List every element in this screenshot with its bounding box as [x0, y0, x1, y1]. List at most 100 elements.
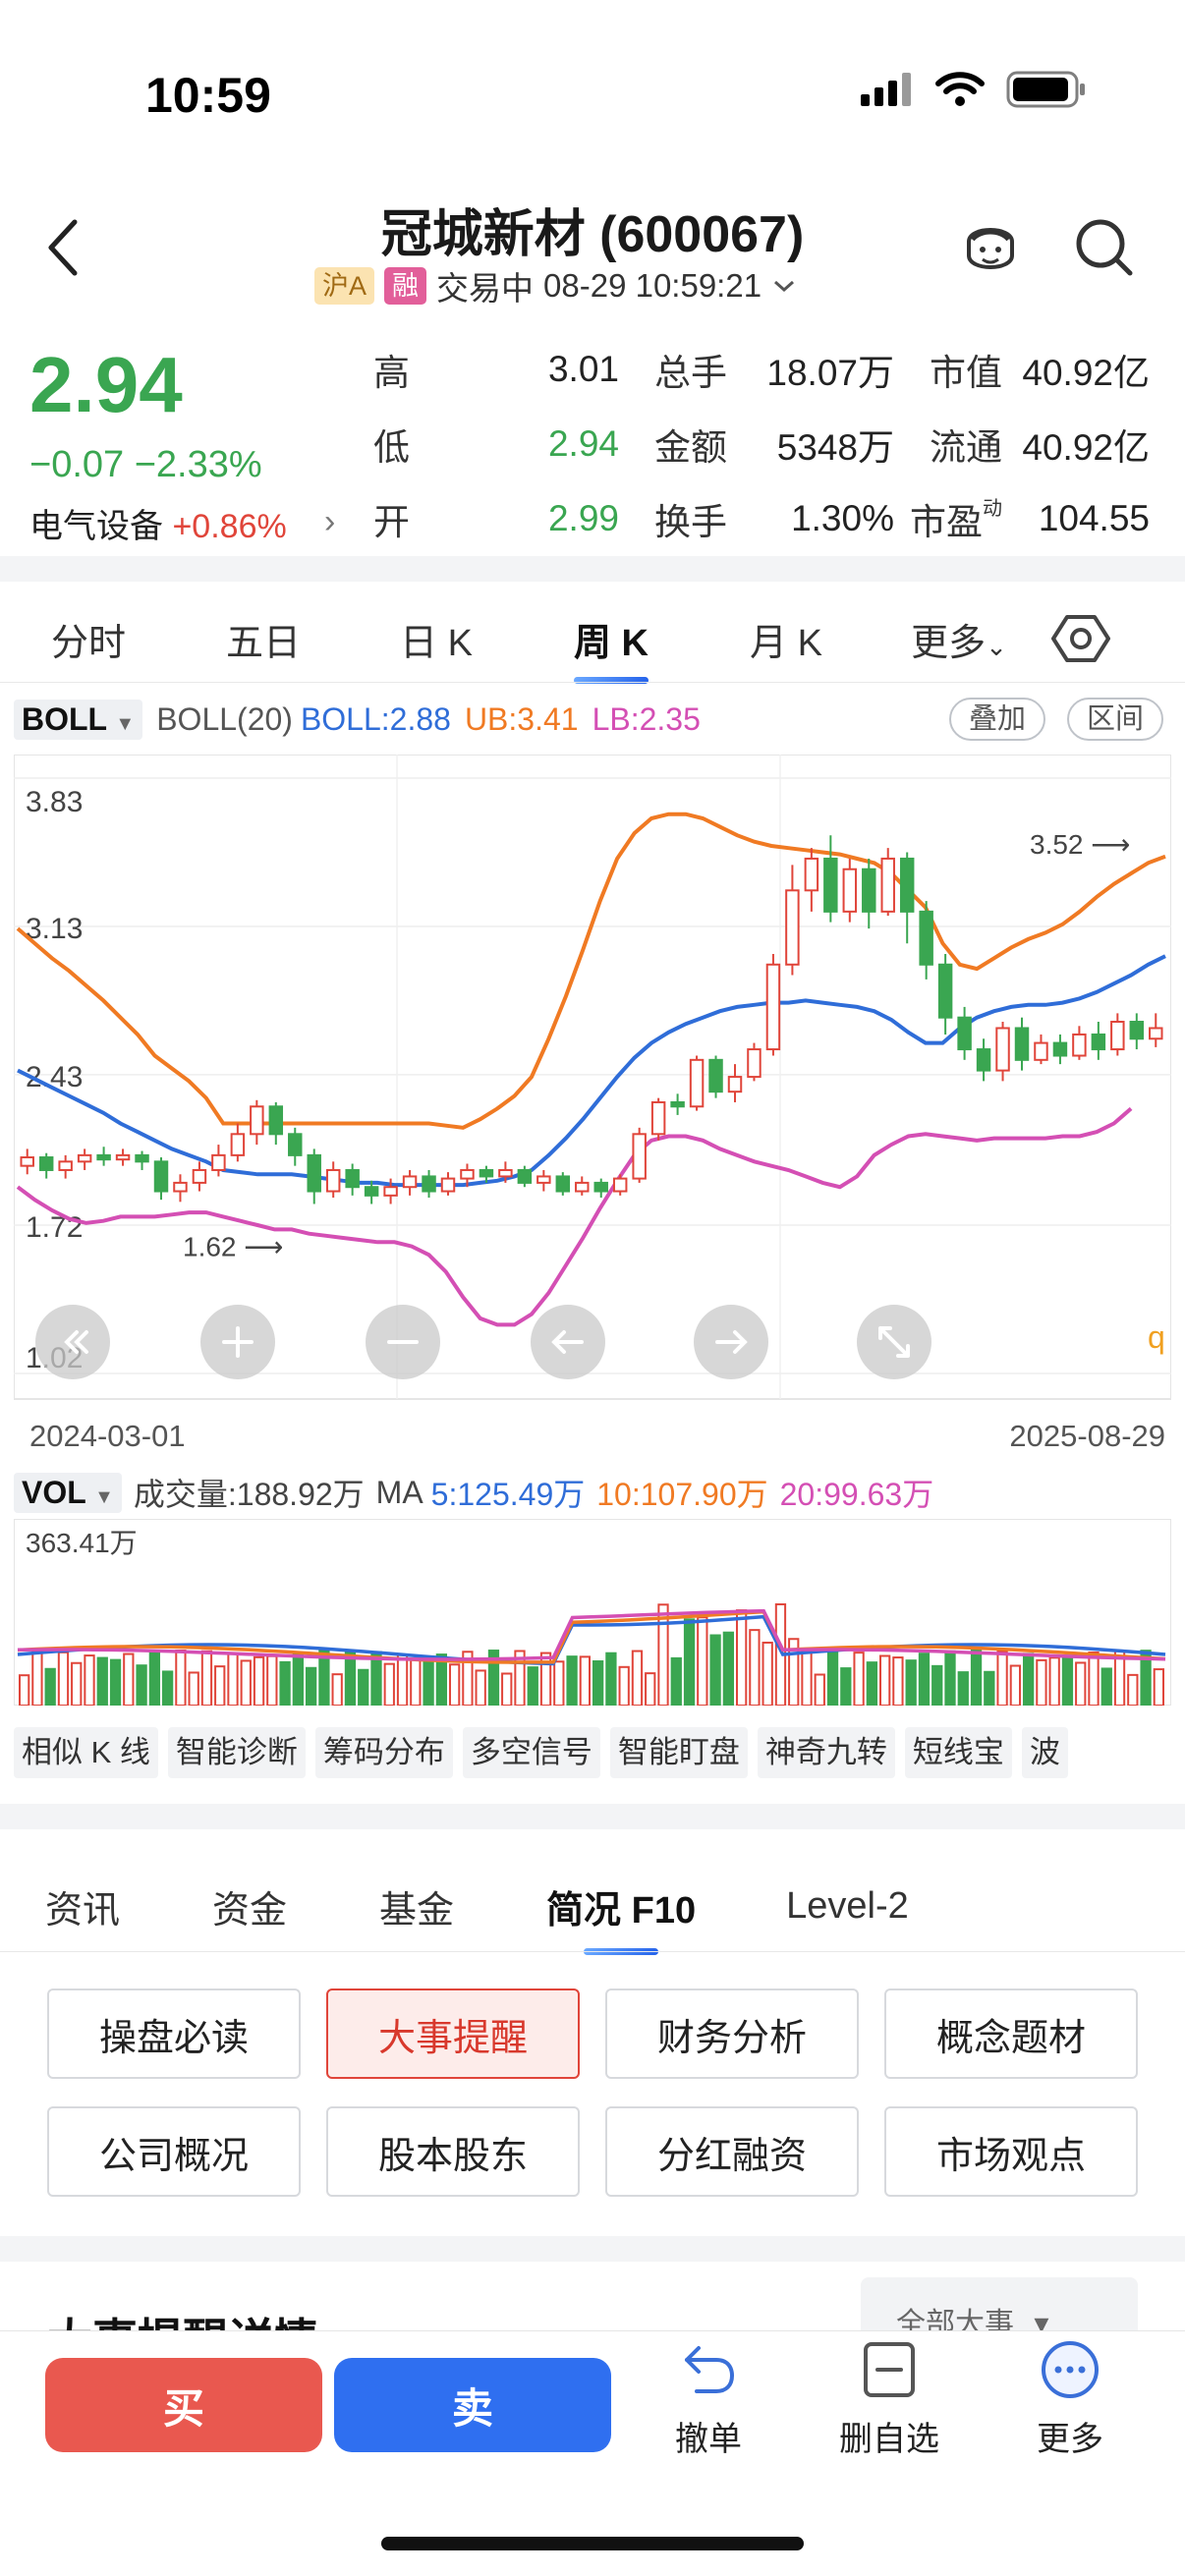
volume-bar [1088, 1651, 1100, 1706]
tool-smart-watch[interactable]: 智能盯盘 [609, 1727, 748, 1778]
tab-weekly-k[interactable]: 周 K [523, 612, 700, 666]
volume-ma5-line [17, 1614, 1166, 1666]
buy-button[interactable]: 买 [45, 2358, 322, 2452]
home-indicator[interactable] [381, 2537, 804, 2550]
volume-bar [605, 1652, 617, 1706]
rewind-icon[interactable] [35, 1305, 110, 1379]
volume-bar [1048, 1656, 1060, 1706]
tab-more[interactable]: 更多⌄ [911, 622, 1007, 664]
btn-financial-analysis[interactable]: 财务分析 [605, 1988, 859, 2079]
volume-bar [735, 1609, 748, 1706]
volume-bar [175, 1650, 187, 1706]
candle-body [880, 857, 895, 913]
high-annotation: 3.52 ⟶ [1030, 829, 1130, 860]
value-mktcap: 40.92亿 [1022, 353, 1150, 393]
cancel-order-action[interactable]: 撤单 [635, 2338, 782, 2460]
value-amount: 5348万 [776, 427, 894, 468]
tool-chip-distribution[interactable]: 筹码分布 [314, 1727, 453, 1778]
candle-body [995, 1027, 1010, 1072]
btn-must-read[interactable]: 操盘必读 [47, 1988, 301, 2079]
candle-body [670, 1100, 685, 1108]
sell-button[interactable]: 卖 [334, 2358, 611, 2452]
volume-bar [826, 1650, 839, 1706]
value-volume: 18.07万 [766, 353, 894, 393]
btn-dividends[interactable]: 分红融资 [605, 2106, 859, 2197]
tab-capital[interactable]: 资金 [212, 1889, 288, 1932]
page-title: 冠城新材 (600067) [380, 206, 805, 263]
candle-body [555, 1175, 571, 1193]
candle-body [192, 1168, 207, 1184]
volume-bar [957, 1671, 969, 1706]
candle-body [747, 1048, 762, 1079]
volume-bar [57, 1651, 70, 1706]
btn-major-events[interactable]: 大事提醒 [326, 1988, 580, 2079]
zoom-in-icon[interactable] [200, 1305, 275, 1379]
volume-bar [553, 1660, 565, 1706]
label-float: 流通 [930, 427, 1002, 468]
more-action[interactable]: 更多 [996, 2338, 1144, 2460]
quote-row-high: 高 3.01 总手 18.07万 市值 40.92亿 [373, 332, 1159, 407]
range-button[interactable]: 区间 [1067, 698, 1164, 741]
value-high: 3.01 [547, 349, 619, 389]
remove-watchlist-action[interactable]: 删自选 [816, 2338, 963, 2460]
tab-monthly-k[interactable]: 月 K [750, 622, 822, 664]
arrow-right-icon[interactable] [694, 1305, 768, 1379]
volume-bar [1061, 1654, 1074, 1706]
chevron-right-icon[interactable]: › [324, 503, 336, 540]
candle-body [919, 910, 933, 966]
tool-long-short-signal[interactable]: 多空信号 [462, 1727, 600, 1778]
tool-similar-k[interactable]: 相似 K 线 [14, 1727, 158, 1778]
candle-body [612, 1177, 628, 1193]
tab-news[interactable]: 资讯 [45, 1889, 121, 1932]
trade-status-line[interactable]: 沪A 融 交易中 08-29 10:59:21 [314, 263, 797, 308]
assistant-icon[interactable] [959, 216, 1022, 279]
candle-body [708, 1058, 723, 1093]
tool-short-term[interactable]: 短线宝 [904, 1727, 1012, 1778]
tab-five-day[interactable]: 五日 [225, 622, 301, 664]
candle-body [1014, 1027, 1030, 1061]
btn-market-views[interactable]: 市场观点 [884, 2106, 1138, 2197]
sector-link[interactable]: 电气设备 +0.86% [29, 499, 287, 547]
zoom-out-icon[interactable] [366, 1305, 440, 1379]
kline-chart[interactable]: 3.833.132.431.721.023.52 ⟶1.62 ⟶q [14, 755, 1171, 1403]
candle-body [957, 1016, 972, 1051]
btn-shareholders[interactable]: 股本股东 [326, 2106, 580, 2197]
btn-company-profile[interactable]: 公司概况 [47, 2106, 301, 2197]
tool-smart-diagnosis[interactable]: 智能诊断 [167, 1727, 306, 1778]
search-icon[interactable] [1073, 216, 1136, 279]
candle-body [153, 1160, 169, 1193]
settings-icon[interactable] [1051, 609, 1110, 668]
volume-bar [462, 1651, 474, 1706]
btn-concepts[interactable]: 概念题材 [884, 1988, 1138, 2079]
candle-body [230, 1133, 246, 1156]
more-icon [1042, 2341, 1099, 2398]
tab-f10[interactable]: 简况 F10 [546, 1879, 696, 1933]
volume-select[interactable]: VOL ▼ [14, 1472, 122, 1513]
boll-ub-line [16, 812, 1166, 1130]
tab-level2[interactable]: Level-2 [786, 1884, 909, 1927]
volume-bar [305, 1666, 317, 1706]
indicator-select[interactable]: BOLL ▼ [14, 699, 143, 740]
volume-chart[interactable]: 363.41万 [14, 1519, 1171, 1706]
quote-row-low: 低 2.94 金额 5348万 流通 40.92亿 [373, 407, 1159, 481]
volume-ma20-line [17, 1608, 1166, 1661]
tool-magic-nine[interactable]: 神奇九转 [757, 1727, 895, 1778]
tool-wave[interactable]: 波 [1021, 1727, 1068, 1778]
candle-body [899, 857, 915, 913]
volume-bar [84, 1654, 95, 1706]
sector-change: +0.86% [172, 508, 287, 545]
overlay-button[interactable]: 叠加 [949, 698, 1046, 741]
candle-body [823, 857, 838, 913]
volume-bar [18, 1674, 30, 1706]
chart-start-date: 2024-03-01 [29, 1419, 186, 1453]
tab-intraday[interactable]: 分时 [50, 622, 126, 664]
tab-daily-k[interactable]: 日 K [400, 622, 473, 664]
tab-fund[interactable]: 基金 [379, 1889, 455, 1932]
arrow-left-icon[interactable] [531, 1305, 605, 1379]
fullscreen-icon[interactable] [857, 1305, 931, 1379]
candle-body [288, 1133, 303, 1156]
divider [0, 1951, 1185, 1952]
volume-value: 成交量:188.92万 [133, 1477, 365, 1512]
back-icon[interactable] [43, 218, 83, 277]
volume-bar [905, 1659, 917, 1706]
